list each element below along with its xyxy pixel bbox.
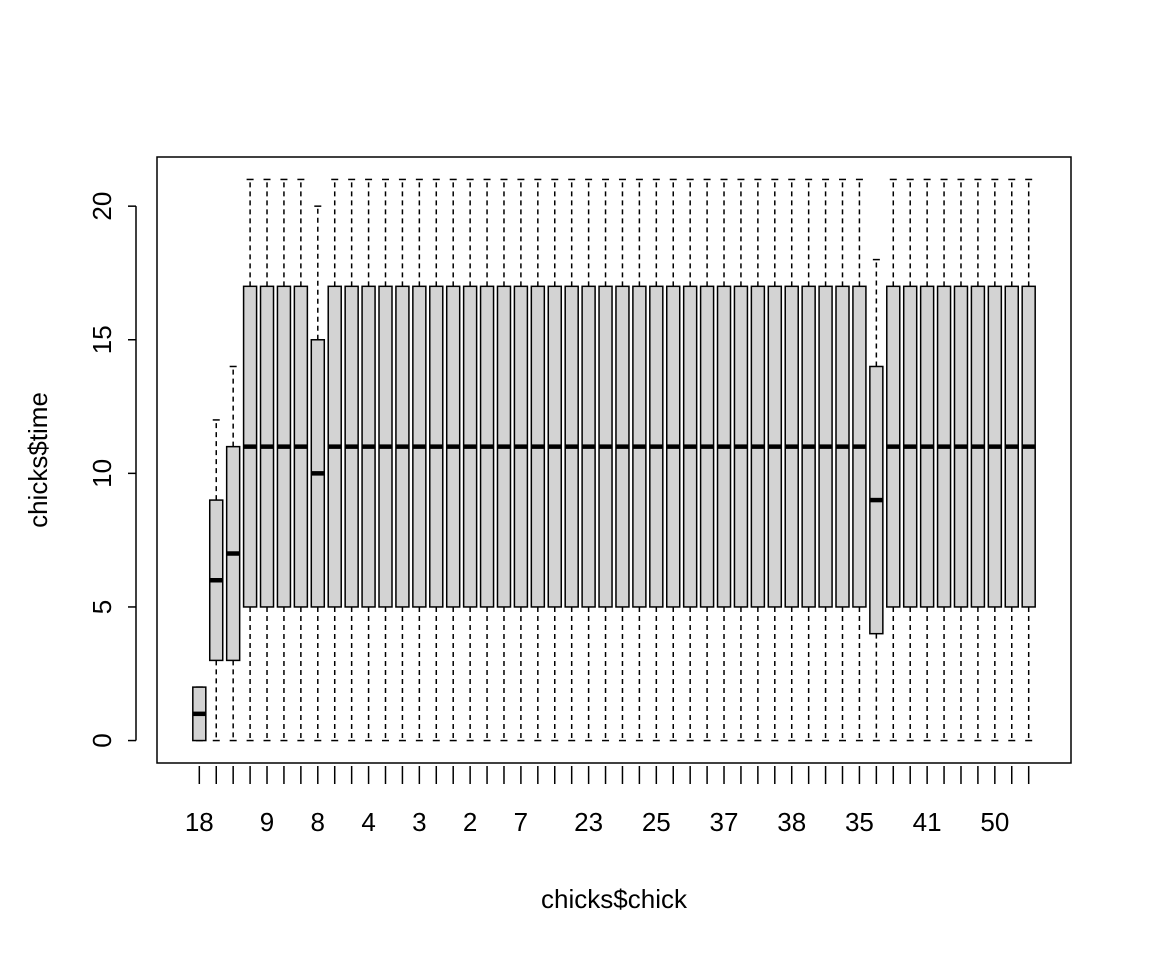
y-tick-label: 15 (87, 325, 117, 354)
x-tick-label: 9 (260, 807, 274, 837)
x-axis-title: chicks$chick (541, 884, 688, 914)
x-tick-label: 50 (980, 807, 1009, 837)
x-tick-label: 41 (913, 807, 942, 837)
y-axis-title: chicks$time (23, 392, 53, 528)
x-tick-label: 3 (412, 807, 426, 837)
x-tick-label: 4 (361, 807, 375, 837)
x-tick-label: 38 (777, 807, 806, 837)
x-tick-label: 2 (463, 807, 477, 837)
y-tick-label: 0 (87, 733, 117, 747)
y-tick-label: 20 (87, 192, 117, 221)
x-tick-label: 25 (642, 807, 671, 837)
x-tick-label: 37 (710, 807, 739, 837)
x-tick-label: 8 (311, 807, 325, 837)
x-tick-label: 23 (574, 807, 603, 837)
plot-frame (156, 156, 1072, 764)
x-tick-label: 18 (185, 807, 214, 837)
x-tick-label: 35 (845, 807, 874, 837)
y-tick-label: 5 (87, 600, 117, 614)
x-tick-label: 7 (514, 807, 528, 837)
y-tick-label: 10 (87, 459, 117, 488)
